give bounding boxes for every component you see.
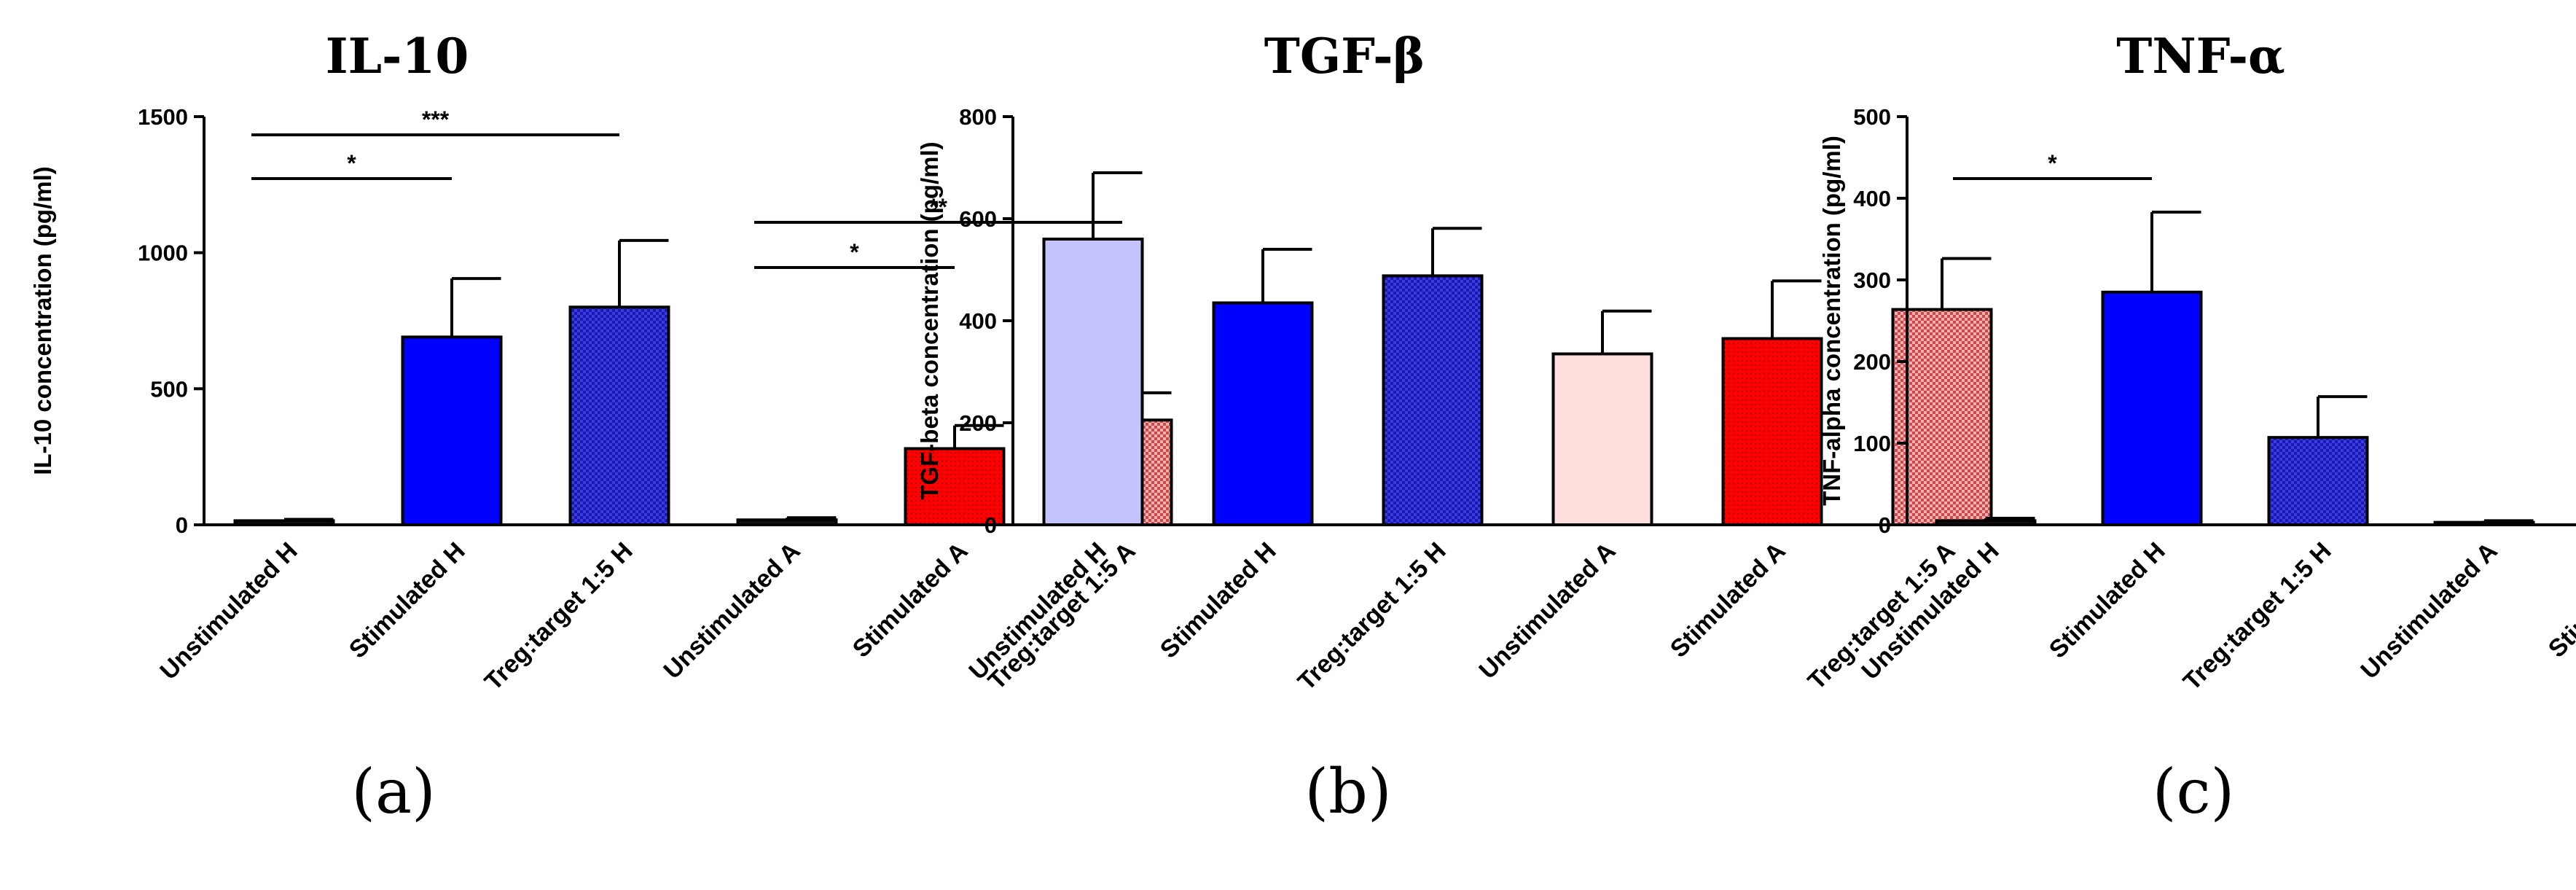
- category-label: Treg:target 1:5 H: [1293, 537, 1452, 696]
- panel-title: IL-10: [326, 28, 469, 85]
- y-axis-label: TNF-alpha concentration (pg/ml): [1818, 136, 1845, 506]
- category-label: Unstimulated H: [154, 537, 302, 685]
- significance-label: *: [2048, 150, 2057, 176]
- y-tick-label: 500: [150, 376, 188, 402]
- panel-title: TNF-α: [2116, 28, 2285, 85]
- y-tick-label: 200: [1853, 349, 1891, 375]
- bar: [1551, 352, 1653, 526]
- category-label: Stimulated H: [344, 537, 471, 664]
- y-tick-label: 100: [1853, 431, 1891, 456]
- bar: [2101, 290, 2203, 526]
- category-label: Unstimulated A: [2355, 537, 2502, 684]
- y-tick-label: 500: [1853, 104, 1891, 130]
- bar: [401, 335, 503, 526]
- category-label: Stimulated A: [2543, 537, 2576, 663]
- significance-label: **: [929, 194, 947, 220]
- y-tick-label: 400: [1853, 186, 1891, 211]
- bar: [2267, 436, 2369, 526]
- category-label: Stimulated H: [1155, 537, 1282, 664]
- panel-letter: (c): [2153, 756, 2235, 827]
- y-axis-label: IL-10 concentration (pg/ml): [29, 166, 56, 475]
- category-label: Unstimulated A: [658, 537, 805, 684]
- y-tick-label: 200: [959, 410, 997, 436]
- y-tick-label: 0: [984, 512, 997, 538]
- category-label: Treg:target 1:5 A: [983, 537, 1141, 695]
- category-label: Treg:target 1:5 H: [2178, 537, 2337, 696]
- y-tick-label: 0: [176, 512, 188, 538]
- significance-label: *: [347, 150, 356, 176]
- panel-letter: (a): [351, 756, 436, 827]
- category-label: Unstimulated H: [963, 537, 1111, 685]
- category-label: Treg:target 1:5 H: [479, 537, 638, 696]
- y-tick-label: 0: [1879, 512, 1891, 538]
- panel-title: TGF-β: [1264, 28, 1425, 85]
- significance-label: *: [850, 239, 859, 265]
- bar: [233, 519, 335, 527]
- category-label: Unstimulated A: [1473, 537, 1621, 684]
- y-tick-label: 800: [959, 104, 997, 130]
- panel-letter: (b): [1304, 756, 1391, 827]
- category-label: Stimulated A: [847, 537, 974, 663]
- bar: [1721, 337, 1823, 526]
- bar: [1382, 274, 1484, 526]
- bar: [568, 305, 670, 526]
- y-tick-label: 600: [959, 206, 997, 232]
- y-axis-label: TGF-beta concentration (pg/ml): [916, 141, 943, 499]
- bar: [2433, 520, 2535, 527]
- bar: [1212, 301, 1314, 526]
- y-tick-label: 300: [1853, 268, 1891, 293]
- y-tick-label: 400: [959, 308, 997, 334]
- significance-label: ***: [422, 106, 450, 133]
- bar: [1935, 519, 2037, 527]
- category-label: Stimulated H: [2044, 537, 2171, 664]
- bar: [1891, 308, 1993, 526]
- bar: [904, 447, 1006, 527]
- y-tick-label: 1500: [138, 104, 188, 130]
- category-label: Stimulated A: [1665, 537, 1791, 663]
- y-tick-label: 1000: [138, 241, 188, 266]
- bar: [736, 518, 838, 527]
- bar: [1042, 238, 1144, 526]
